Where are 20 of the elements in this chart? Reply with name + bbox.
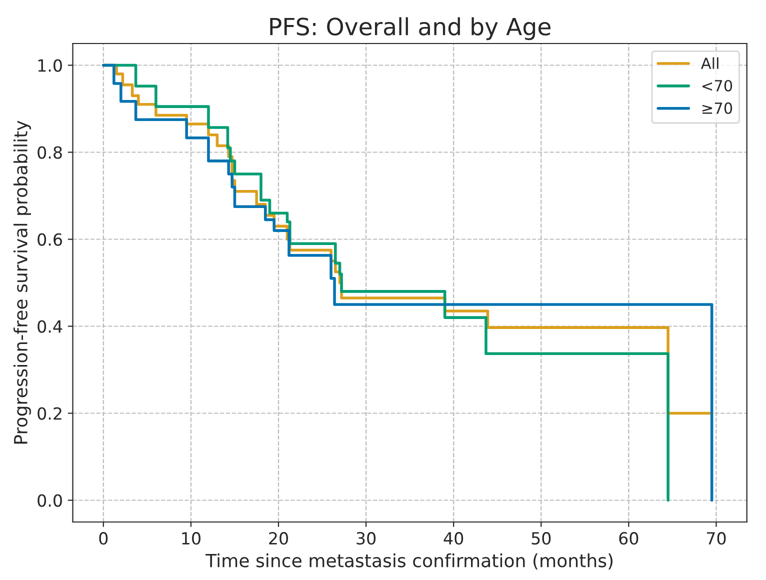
y-tick-label: 0.2 [38,407,62,420]
y-tick-label: 0.8 [38,146,62,159]
x-tick-label: 30 [356,532,376,545]
y-axis-title: Progression-free survival probability [14,120,31,444]
x-tick-label: 70 [706,532,726,545]
x-tick-label: 40 [444,532,464,545]
y-tick-label: 0.6 [38,233,62,246]
x-axis-title: Time since metastasis confirmation (months) [206,553,613,570]
x-tick-label: 0 [99,532,108,545]
y-tick-label: 0.0 [38,494,62,507]
x-tick-label: 10 [182,532,200,545]
x-tick-label: 50 [532,532,551,545]
y-tick-label: 1.0 [38,59,62,72]
x-tick-label: 20 [269,532,288,545]
legend-label: <70 [702,80,732,92]
x-tick-label: 60 [619,532,638,545]
legend-label: ≥70 [702,102,732,114]
y-tick-label: 0.4 [38,320,62,333]
legend-label: All [700,57,718,69]
chart-title: PFS: Overall and by Age [270,17,550,40]
